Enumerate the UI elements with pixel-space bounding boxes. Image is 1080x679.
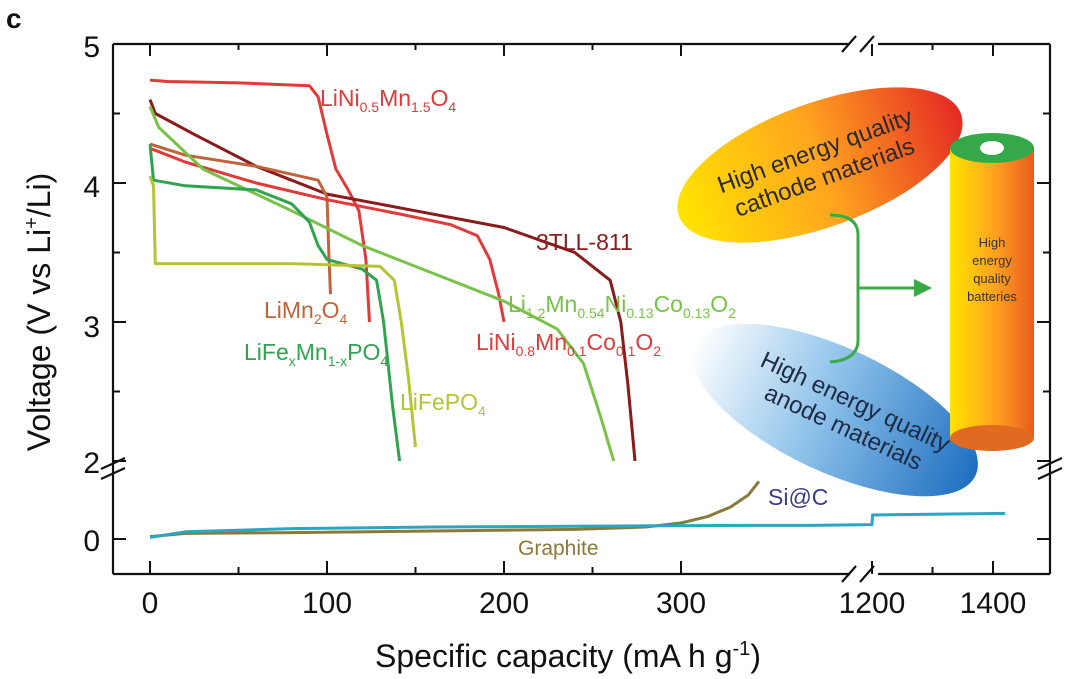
- x-tick-label: 0: [142, 587, 159, 620]
- x-tick-label: 100: [302, 587, 352, 620]
- panel-label: c: [6, 3, 22, 34]
- x-tick-labels: 0 100 200 300 1200 1400: [142, 587, 1027, 620]
- y-axis-title: Voltage (V vs Li+/Li): [21, 173, 57, 451]
- label-3tll: 3TLL-811: [536, 229, 633, 255]
- y-tick-label: 3: [83, 311, 100, 344]
- y-tick-label: 0: [83, 525, 100, 558]
- series-line-3tll-811: [148, 99, 637, 462]
- series-line-lifexmn1-xpo4: [148, 143, 402, 462]
- x-tick-label: 1400: [960, 587, 1027, 620]
- battery-icon: High energy quality batteries: [950, 133, 1034, 451]
- battery-label-line2: energy: [972, 253, 1012, 268]
- axis-ticks: [113, 43, 1050, 574]
- battery-label-line4: batteries: [967, 289, 1017, 304]
- label-lrm: Li1.2Mn0.54Ni0.13Co0.13O2: [508, 291, 736, 321]
- bracket-arrow: [829, 213, 920, 364]
- series-labels: LiNi0.5Mn1.5O4 3TLL-811 LiMn2O4 LiFexMn1…: [244, 85, 828, 560]
- arrow-head-icon: [914, 279, 932, 297]
- y-tick-label: 2: [83, 447, 100, 480]
- label-graphite: Graphite: [518, 537, 599, 560]
- label-lmfp: LiFexMn1-xPO4: [244, 339, 388, 369]
- y-tick-label: 4: [83, 171, 100, 204]
- series-line-lini0-5mn1-5o4: [149, 78, 371, 323]
- label-lfp: LiFePO4: [400, 389, 486, 419]
- label-lmo: LiMn2O4: [264, 297, 348, 327]
- x-tick-label: 300: [656, 587, 706, 620]
- series-line-lini0-8mn0-1co0-1o2: [149, 146, 506, 323]
- y-tick-labels: 5 4 3 2 0: [83, 31, 100, 558]
- label-ncm811: LiNi0.8Mn0.1Co0.1O2: [476, 329, 661, 359]
- series-layer: [148, 78, 1006, 539]
- plot-frame: [111, 42, 1052, 576]
- x-axis-title: Specific capacity (mA h g-1): [375, 638, 761, 674]
- series-line-si-c: [149, 511, 1006, 539]
- battery-label-line1: High: [979, 235, 1006, 250]
- cathode-materials-ellipse: High energy quality cathode materials: [677, 87, 963, 243]
- battery-label-line3: quality: [973, 271, 1011, 286]
- x-tick-label: 200: [479, 587, 529, 620]
- x-tick-label: 1200: [839, 587, 906, 620]
- label-sic: Si@C: [768, 484, 828, 510]
- y-tick-label: 5: [83, 31, 100, 64]
- series-line-lifepo4: [148, 175, 417, 448]
- series-line-li1-2mn0-54ni0-13co0-13o2: [148, 106, 616, 462]
- series-line-limn2o4: [149, 142, 332, 295]
- label-lnmo: LiNi0.5Mn1.5O4: [320, 85, 456, 115]
